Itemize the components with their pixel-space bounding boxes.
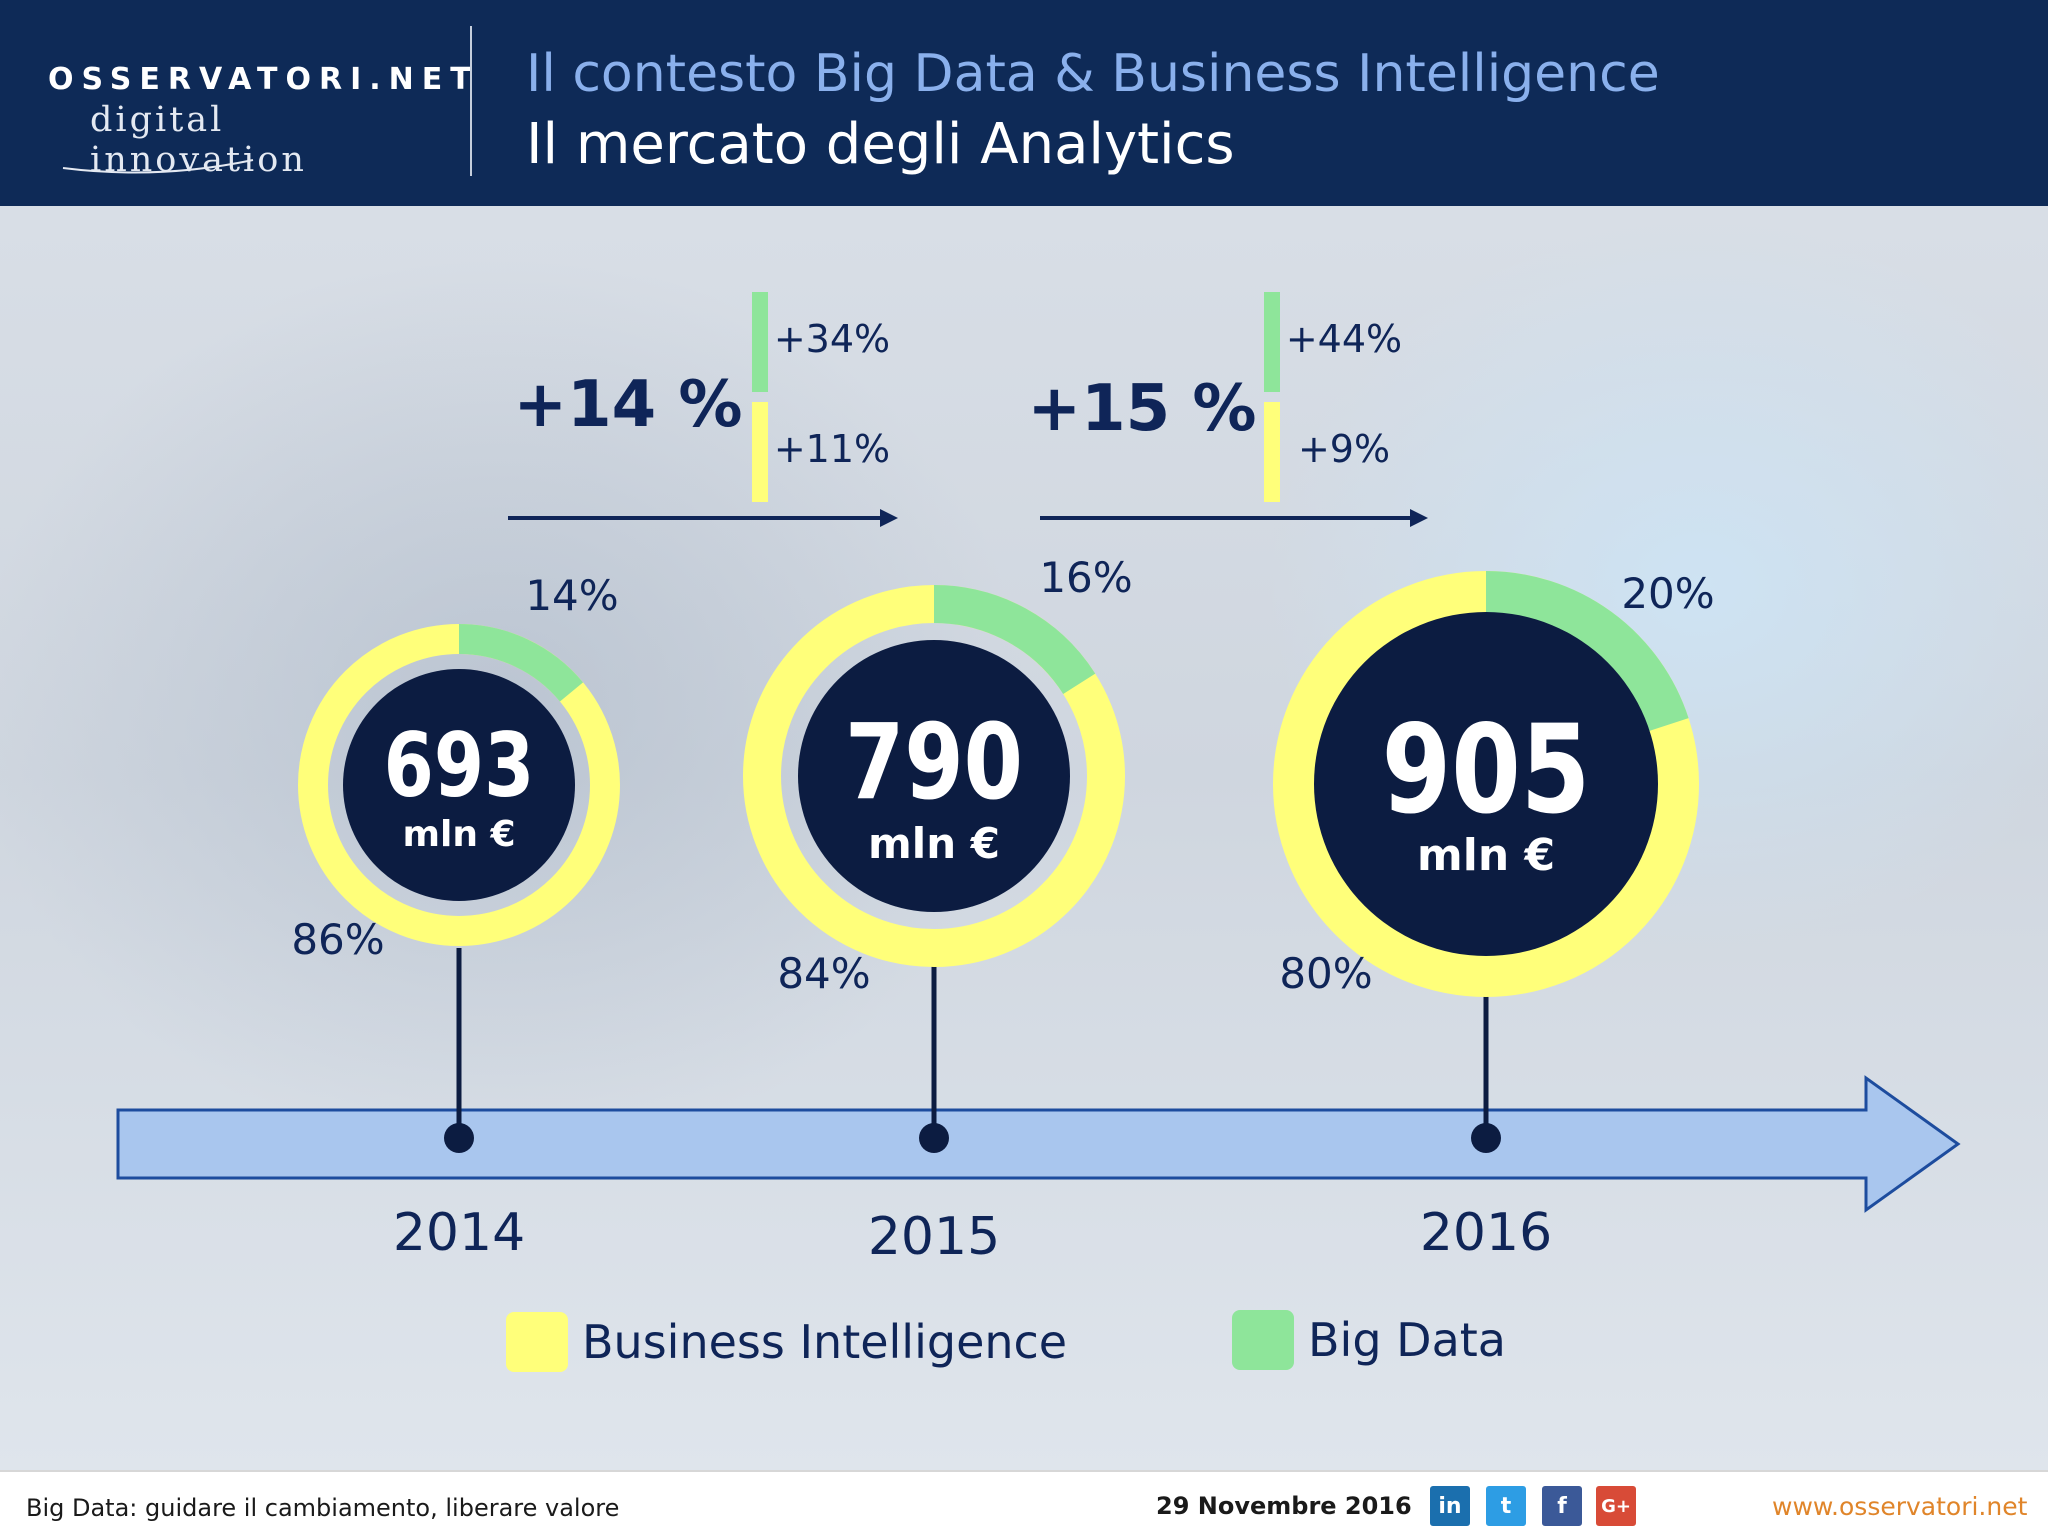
donut-2014: 693 mln € 14% 86% 2014	[291, 571, 620, 1263]
bi-pct-label: 86%	[291, 915, 384, 964]
donut-unit-label: mln €	[868, 819, 1000, 868]
facebook-icon[interactable]: f	[1542, 1486, 1582, 1526]
footer-event-title: Big Data: guidare il cambiamento, libera…	[26, 1494, 620, 1522]
legend-label-bi: Business Intelligence	[582, 1315, 1067, 1369]
logo[interactable]: OSSERVATORI.NET digital innovation	[48, 62, 471, 182]
donut-center	[798, 640, 1070, 912]
big-data-pct-label: 20%	[1621, 569, 1714, 618]
linkedin-icon[interactable]: in	[1430, 1486, 1470, 1526]
year-label: 2016	[1420, 1203, 1552, 1263]
legend-swatch-big-data	[1232, 1310, 1294, 1370]
year-label: 2015	[868, 1207, 1000, 1267]
bi-pct-label: 84%	[777, 949, 870, 998]
page-title: Il contesto Big Data & Business Intellig…	[526, 44, 1660, 104]
donut-slice-big-data	[458, 624, 584, 702]
legend: Business Intelligence Big Data	[506, 1310, 1506, 1372]
googleplus-icon[interactable]: G+	[1596, 1486, 1636, 1526]
timeline-marker	[1471, 1123, 1501, 1153]
growth-arrow	[508, 509, 898, 527]
growth-big-data-label: +44%	[1286, 317, 1402, 361]
timeline-marker	[444, 1123, 474, 1153]
legend-label-big-data: Big Data	[1308, 1313, 1506, 1367]
donut-total-value: 790	[845, 703, 1023, 823]
donut-2016: 905 mln € 20% 80% 2016	[1273, 569, 1715, 1263]
growth-total-label: +15 %	[1027, 372, 1256, 446]
growth-arrow	[1040, 509, 1428, 527]
header-divider	[470, 26, 472, 176]
growth-total-label: +14 %	[513, 368, 742, 442]
growth-bar-bi	[1264, 402, 1280, 502]
legend-swatch-bi	[506, 1312, 568, 1372]
logo-swoosh	[62, 159, 254, 174]
donut-total-value: 905	[1382, 699, 1591, 841]
donut-slice-big-data	[1485, 571, 1689, 732]
growth-bar-big-data	[1264, 292, 1280, 392]
donut-unit-label: mln €	[1417, 830, 1555, 881]
footer-date: 29 Novembre 2016	[1156, 1492, 1412, 1520]
analytics-chart: +14 % +34% +11% +15 % +44% +9% 693 mln €…	[116, 292, 1961, 1372]
year-label: 2014	[393, 1203, 525, 1263]
big-data-pct-label: 14%	[525, 571, 618, 620]
donut-total-value: 693	[384, 714, 535, 817]
page-subtitle: Il mercato degli Analytics	[526, 112, 1235, 177]
donut-slice-big-data	[933, 585, 1096, 695]
header-bar: OSSERVATORI.NET digital innovation Il co…	[0, 0, 2048, 206]
donut-2015: 790 mln € 16% 84% 2015	[743, 553, 1133, 1267]
donut-center	[1314, 612, 1658, 956]
growth-bi-label: +9%	[1298, 427, 1390, 471]
logo-brand: OSSERVATORI.NET	[48, 62, 479, 97]
growth-bi-label: +11%	[774, 427, 890, 471]
footer: Big Data: guidare il cambiamento, libera…	[0, 1470, 2048, 1536]
big-data-pct-label: 16%	[1039, 553, 1132, 602]
twitter-icon[interactable]: t	[1486, 1486, 1526, 1526]
timeline-arrow	[116, 1075, 1961, 1213]
growth-big-data-label: +34%	[774, 317, 890, 361]
growth-bar-bi	[752, 402, 768, 502]
timeline-marker	[919, 1123, 949, 1153]
donut-center	[343, 669, 575, 901]
footer-website-link[interactable]: www.osservatori.net	[1772, 1492, 2028, 1521]
growth-bar-big-data	[752, 292, 768, 392]
donut-unit-label: mln €	[402, 814, 515, 855]
bi-pct-label: 80%	[1279, 949, 1372, 998]
